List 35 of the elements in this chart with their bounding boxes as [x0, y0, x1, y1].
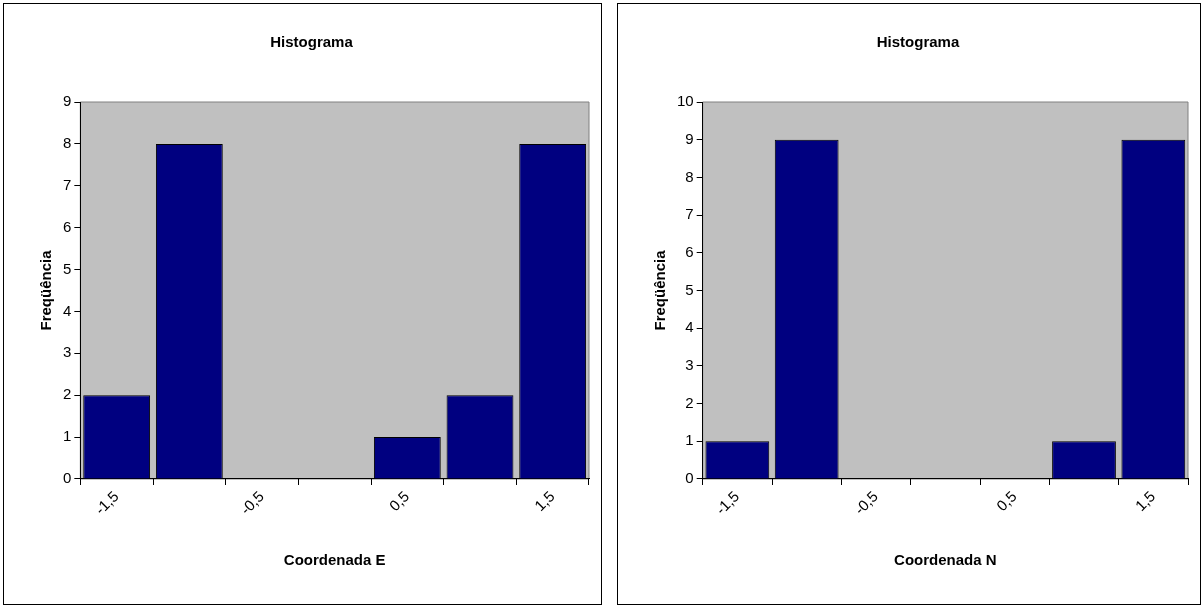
y-tick-label: 9 — [63, 92, 72, 110]
y-tick-label: 3 — [685, 356, 694, 374]
y-tick-label: 9 — [685, 129, 694, 147]
y-tick-label: 0 — [685, 469, 694, 487]
x-tick-label: -0,5 — [236, 487, 268, 518]
x-axis-title: Coordenada N — [894, 551, 997, 569]
y-tick-label: 6 — [685, 242, 694, 260]
x-tick-label: -0,5 — [850, 487, 882, 518]
chart-title: Histograma — [876, 33, 960, 51]
y-axis-title: Freqüência — [37, 249, 55, 331]
y-tick-label: 1 — [685, 431, 694, 449]
chart-title: Histograma — [270, 33, 354, 51]
y-tick-label: 7 — [685, 205, 694, 223]
y-tick-label: 6 — [63, 217, 72, 235]
y-tick-label: 8 — [685, 167, 694, 185]
y-tick-label: 2 — [63, 385, 72, 403]
y-tick-label: 1 — [63, 427, 72, 445]
y-tick-label: 2 — [685, 393, 694, 411]
x-tick-label: 1,5 — [1131, 487, 1159, 515]
y-tick-label: 10 — [677, 92, 694, 110]
x-tick-label: 0,5 — [385, 487, 413, 515]
x-tick-label: 1,5 — [530, 487, 558, 515]
x-tick-label: 0,5 — [992, 487, 1020, 515]
y-tick-label: 4 — [63, 301, 72, 319]
y-tick-label: 4 — [685, 318, 694, 336]
x-axis-title: Coordenada E — [283, 551, 386, 569]
y-tick-label: 3 — [63, 343, 72, 361]
y-tick-label: 0 — [63, 469, 72, 487]
y-tick-label: 5 — [685, 280, 694, 298]
x-tick-label: -1,5 — [712, 487, 743, 518]
y-axis-title: Freqüência — [651, 249, 669, 331]
y-tick-label: 7 — [63, 175, 72, 193]
x-tick-label: -1,5 — [91, 487, 122, 518]
y-tick-label: 8 — [63, 134, 72, 152]
y-tick-label: 5 — [63, 259, 72, 277]
